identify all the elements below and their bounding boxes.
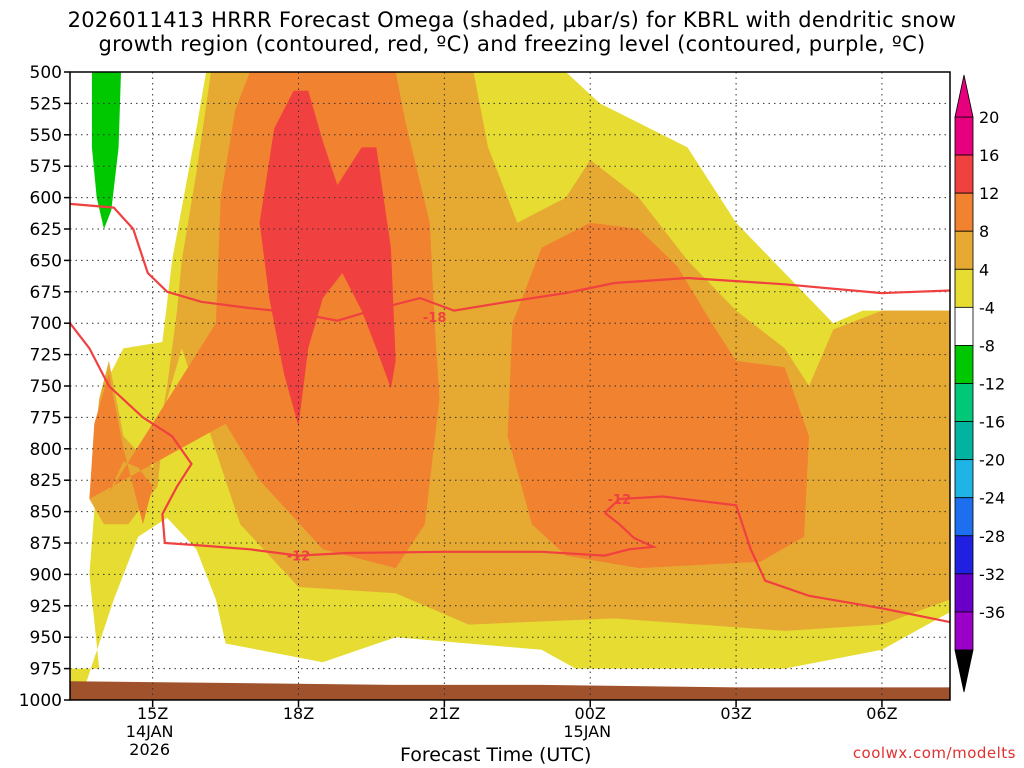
contour-label: -12 bbox=[287, 550, 311, 565]
y-tick-label: 850 bbox=[30, 503, 62, 523]
y-tick-label: 800 bbox=[30, 440, 62, 460]
colorbar-label: 8 bbox=[979, 222, 989, 241]
colorbar-max-arrow bbox=[954, 74, 974, 118]
y-tick-label: 750 bbox=[30, 377, 62, 397]
colorbar-label: -32 bbox=[979, 565, 1005, 584]
x-tick-label: 03Z bbox=[720, 704, 751, 723]
omega-shading-4 bbox=[259, 90, 396, 427]
colorbar-label: -12 bbox=[979, 375, 1005, 394]
omega-shading-3 bbox=[507, 222, 809, 569]
x-tick-label: 21Z bbox=[429, 704, 460, 723]
colorbar-bin bbox=[954, 230, 974, 270]
dgz-contour-line-2 bbox=[604, 495, 950, 624]
x-tick-label: 18Z bbox=[283, 704, 314, 723]
colorbar-bin bbox=[954, 192, 974, 232]
y-tick-label: 975 bbox=[30, 660, 62, 680]
y-tick-label: 650 bbox=[30, 251, 62, 271]
contour-label: -12 bbox=[608, 493, 632, 508]
colorbar-min-arrow bbox=[954, 649, 974, 693]
colorbar-label: 12 bbox=[979, 184, 999, 203]
x-tick-year: 2026 bbox=[129, 740, 170, 759]
colorbar-bin bbox=[954, 345, 974, 384]
dgz-contour-line-0 bbox=[70, 202, 950, 322]
colorbar-label: -8 bbox=[979, 336, 995, 355]
omega-shading-5 bbox=[91, 72, 121, 229]
y-tick-label: 1000 bbox=[19, 691, 62, 711]
x-tick-label: 15Z bbox=[137, 704, 168, 723]
y-tick-label: 625 bbox=[30, 220, 62, 240]
colorbar-bin bbox=[954, 459, 974, 499]
colorbar-bin bbox=[954, 116, 974, 156]
title-line-2: growth region (contoured, red, ºC) and f… bbox=[98, 32, 926, 56]
colorbar-label: -28 bbox=[979, 527, 1005, 546]
x-tick-label: 00Z bbox=[575, 704, 606, 723]
y-tick-label: 500 bbox=[30, 63, 62, 83]
colorbar-bin bbox=[954, 421, 974, 461]
x-axis-label: Forecast Time (UTC) bbox=[400, 744, 592, 766]
colorbar-label: -36 bbox=[979, 603, 1005, 622]
x-tick-date: 14JAN bbox=[126, 722, 174, 741]
colorbar-bin bbox=[954, 611, 974, 651]
colorbar-bin bbox=[954, 383, 974, 422]
contour-label: -18 bbox=[423, 311, 447, 326]
colorbar-label: 20 bbox=[979, 108, 999, 127]
colorbar-bin bbox=[954, 154, 974, 194]
y-tick-label: 900 bbox=[30, 565, 62, 585]
y-tick-label: 950 bbox=[30, 628, 62, 648]
colorbar-bin bbox=[954, 573, 974, 613]
colorbar-label: -24 bbox=[979, 489, 1005, 508]
colorbar-bin bbox=[954, 268, 974, 308]
website-credit[interactable]: coolwx.com/modelts bbox=[852, 744, 1016, 762]
chart-title: 2026011413 HRRR Forecast Omega (shaded, … bbox=[0, 8, 1024, 56]
y-tick-label: 875 bbox=[30, 534, 62, 554]
y-tick-label: 775 bbox=[30, 408, 62, 428]
colorbar-label: -20 bbox=[979, 451, 1005, 470]
plot-area: -18 -12 -12 bbox=[70, 72, 950, 700]
y-tick-label: 675 bbox=[30, 283, 62, 303]
y-tick-label: 825 bbox=[30, 471, 62, 491]
x-tick-label: 06Z bbox=[866, 704, 897, 723]
y-tick-label: 925 bbox=[30, 597, 62, 617]
colorbar-bin bbox=[954, 497, 974, 537]
x-tick-date: 15JAN bbox=[563, 722, 611, 741]
colorbar-label: 16 bbox=[979, 146, 999, 165]
colorbar-bin bbox=[954, 306, 974, 346]
colorbar-label: -4 bbox=[979, 298, 995, 317]
colorbar-label: 4 bbox=[979, 260, 989, 279]
colorbar-label: -16 bbox=[979, 413, 1005, 432]
y-tick-label: 550 bbox=[30, 126, 62, 146]
title-line-1: 2026011413 HRRR Forecast Omega (shaded, … bbox=[67, 8, 957, 32]
y-tick-label: 600 bbox=[30, 189, 62, 209]
y-tick-label: 575 bbox=[30, 157, 62, 177]
terrain-fill bbox=[70, 681, 950, 700]
y-tick-label: 525 bbox=[30, 94, 62, 114]
y-tick-label: 725 bbox=[30, 346, 62, 366]
colorbar-bin bbox=[954, 535, 974, 575]
y-tick-label: 700 bbox=[30, 314, 62, 334]
dgz-contour-line-1 bbox=[70, 322, 658, 557]
